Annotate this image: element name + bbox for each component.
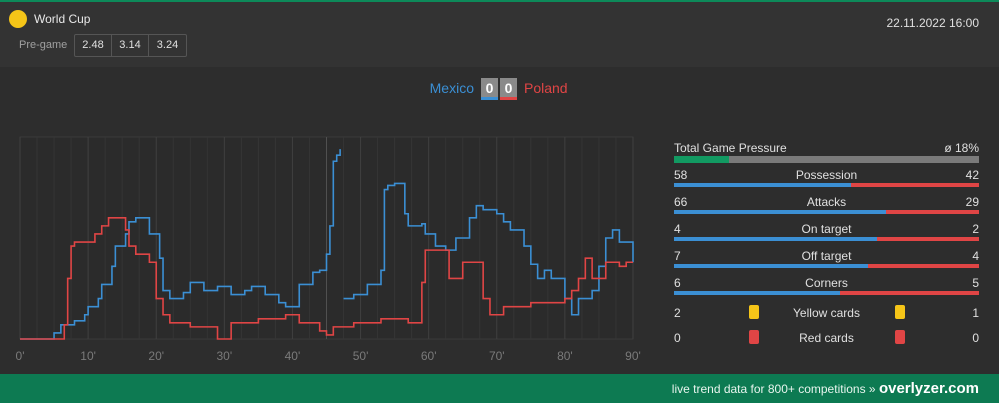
pressure-bar <box>674 156 979 163</box>
stat-label: Possession <box>795 168 858 182</box>
stat-label: Off target <box>801 249 852 263</box>
yellow-card-icon <box>895 305 905 319</box>
pressure-bar-fill <box>674 156 729 163</box>
stat-bar-home <box>674 210 886 214</box>
stat-away-value: 4 <box>972 249 979 263</box>
odd-away[interactable]: 3.24 <box>156 39 179 51</box>
stat-bar-home <box>674 183 851 187</box>
pressure-label: Total Game Pressure <box>674 141 787 155</box>
away-team-name: Poland <box>524 80 568 96</box>
pressure-chart: 0' 10' 20' 30' 40' 50' 60' 70' 80' 90' <box>10 134 650 366</box>
x-tick-label: 0' <box>16 349 25 363</box>
x-tick-label: 30' <box>217 349 233 363</box>
pressure-chart-svg: 0' 10' 20' 30' 40' 50' 60' 70' 80' 90' <box>16 136 641 363</box>
stat-bar <box>674 237 979 241</box>
stat-label: Attacks <box>806 195 847 209</box>
x-tick-label: 40' <box>285 349 301 363</box>
stat-bar <box>674 291 979 295</box>
stat-bar <box>674 210 979 214</box>
red-card-icon <box>749 330 759 344</box>
yellow-cards-away: 1 <box>972 306 979 320</box>
yellow-cards-row: 2 Yellow cards 1 <box>674 302 979 327</box>
pregame-label: Pre-game <box>19 39 68 51</box>
series-line-home <box>20 149 634 340</box>
competition-name[interactable]: World Cup <box>34 12 91 26</box>
red-cards-row: 0 Red cards 0 <box>674 327 979 352</box>
home-team-name: Mexico <box>429 80 474 96</box>
yellow-cards-label: Yellow cards <box>793 306 860 320</box>
pressure-value: ø 18% <box>944 141 979 155</box>
stat-bar-home <box>674 264 869 268</box>
stat-away-value: 42 <box>965 168 979 182</box>
stat-bar-away <box>868 264 979 268</box>
stat-bar-home <box>674 291 841 295</box>
series-line-away <box>20 217 633 340</box>
stat-away-value: 5 <box>972 276 979 290</box>
football-icon <box>9 10 27 28</box>
stat-bar-away <box>840 291 979 295</box>
x-tick-label: 10' <box>80 349 96 363</box>
stat-bar <box>674 264 979 268</box>
yellow-cards-home: 2 <box>674 306 681 320</box>
stat-home-value: 4 <box>674 222 681 236</box>
red-card-icon <box>895 330 905 344</box>
away-score: 0 <box>500 78 517 100</box>
footer-tagline-text: live trend data for 800+ competitions » <box>671 382 876 396</box>
odd-draw[interactable]: 3.14 <box>112 35 149 56</box>
footer-banner[interactable]: live trend data for 800+ competitions » … <box>0 374 999 403</box>
stat-bar <box>674 183 979 187</box>
stat-label: Corners <box>805 276 848 290</box>
x-tick-label: 70' <box>489 349 505 363</box>
stat-bar-away <box>850 183 979 187</box>
stat-row-corners: 6 Corners 5 <box>674 275 979 302</box>
stat-home-value: 7 <box>674 249 681 263</box>
red-cards-home: 0 <box>674 331 681 345</box>
stat-home-value: 66 <box>674 195 688 209</box>
stat-label: On target <box>801 222 852 236</box>
brand-logo[interactable]: overlyzer.com <box>878 380 979 397</box>
x-tick-label: 50' <box>353 349 369 363</box>
stat-away-value: 29 <box>965 195 979 209</box>
scoreboard: Mexico 0 0 Poland <box>0 76 999 106</box>
footer-tagline[interactable]: live trend data for 800+ competitions » … <box>672 380 979 397</box>
red-cards-label: Red cards <box>799 331 854 345</box>
stat-row-off-target: 7 Off target 4 <box>674 248 979 275</box>
home-score: 0 <box>481 78 498 100</box>
stat-row-possession: 58 Possession 42 <box>674 167 979 194</box>
stat-bar-home <box>674 237 878 241</box>
stat-bar-away <box>885 210 979 214</box>
stat-home-value: 6 <box>674 276 681 290</box>
x-tick-label: 20' <box>148 349 164 363</box>
stat-row-attacks: 66 Attacks 29 <box>674 194 979 221</box>
pregame-odds: 2.48 3.14 3.24 <box>74 34 187 57</box>
x-tick-label: 90' <box>625 349 641 363</box>
pressure-row: Total Game Pressure ø 18% <box>674 140 979 167</box>
yellow-card-icon <box>749 305 759 319</box>
odd-home[interactable]: 2.48 <box>75 35 112 56</box>
match-header: World Cup 22.11.2022 16:00 Pre-game 2.48… <box>0 2 999 67</box>
stat-away-value: 2 <box>972 222 979 236</box>
x-tick-label: 80' <box>557 349 573 363</box>
stat-bar-away <box>877 237 979 241</box>
stat-row-on-target: 4 On target 2 <box>674 221 979 248</box>
match-datetime: 22.11.2022 16:00 <box>886 16 979 30</box>
x-tick-label: 60' <box>421 349 437 363</box>
red-cards-away: 0 <box>972 331 979 345</box>
stats-panel: Total Game Pressure ø 18% 58 Possession 42… <box>674 140 979 352</box>
stat-home-value: 58 <box>674 168 688 182</box>
